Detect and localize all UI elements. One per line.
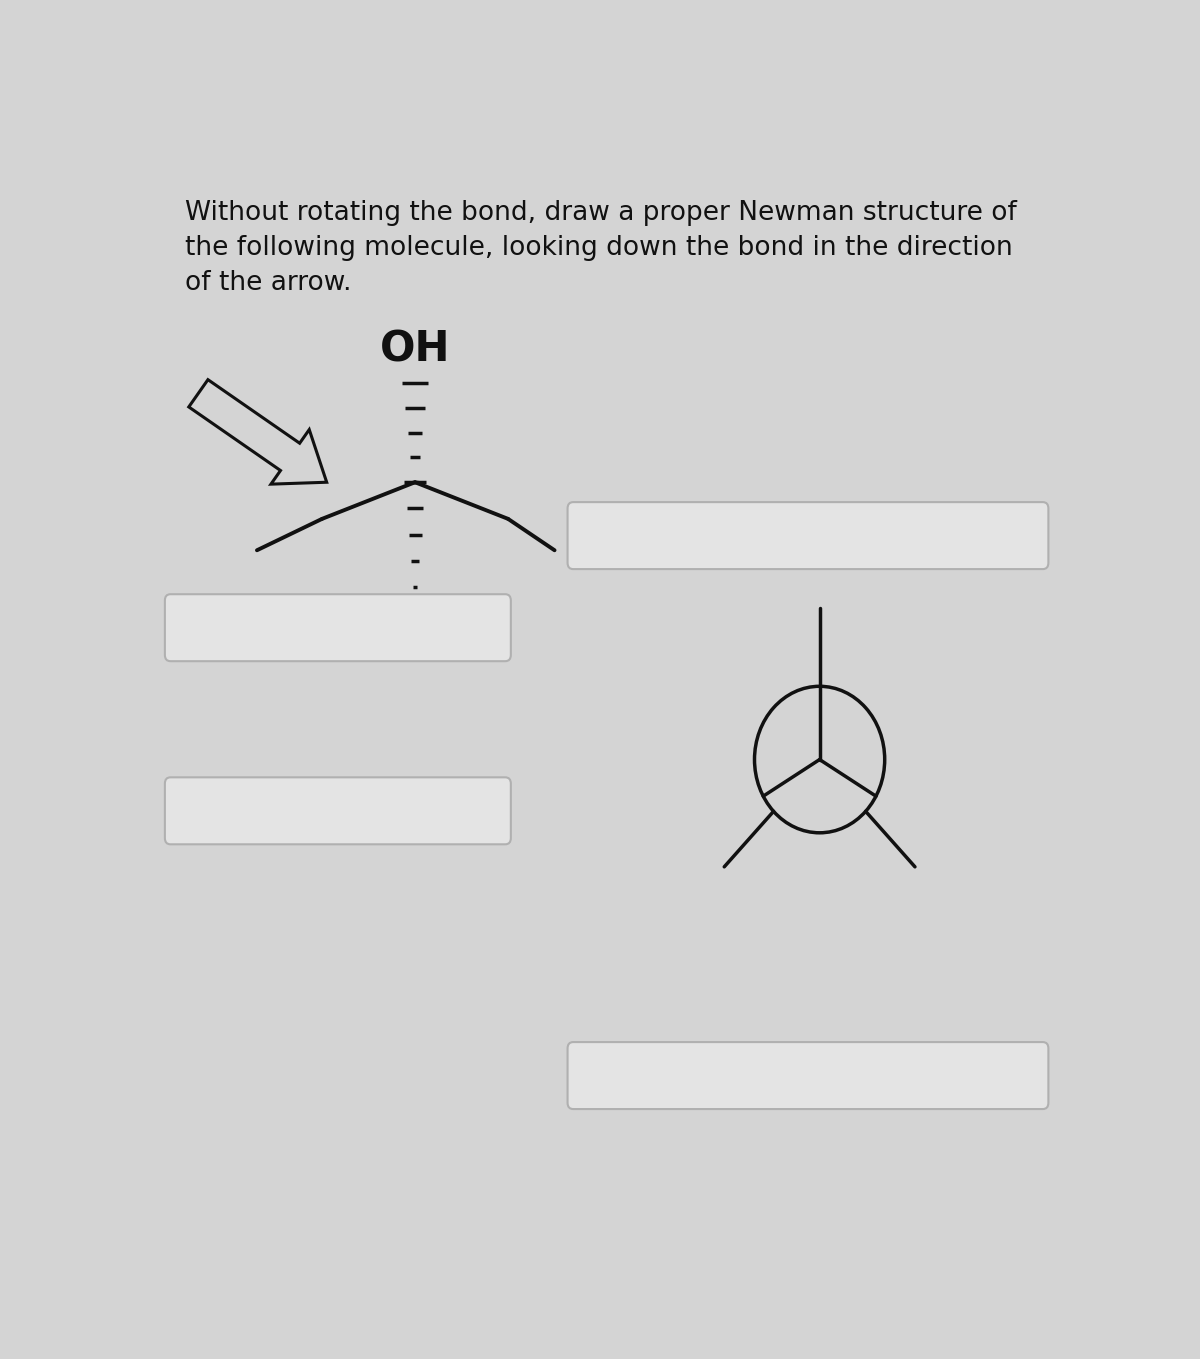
Text: OH: OH xyxy=(379,329,450,370)
Text: ◆: ◆ xyxy=(475,618,488,637)
Text: Br: Br xyxy=(389,602,442,644)
Text: [ Select ]: [ Select ] xyxy=(191,616,298,640)
Text: ◆: ◆ xyxy=(475,802,488,819)
Text: [ Select ]: [ Select ] xyxy=(594,1064,700,1087)
Text: [ Select ]: [ Select ] xyxy=(191,799,298,822)
Text: ◆: ◆ xyxy=(1012,1067,1026,1084)
FancyBboxPatch shape xyxy=(164,777,511,844)
Text: ◆: ◆ xyxy=(1012,526,1026,545)
FancyBboxPatch shape xyxy=(164,594,511,662)
FancyBboxPatch shape xyxy=(568,1042,1049,1109)
FancyBboxPatch shape xyxy=(568,501,1049,569)
Text: [ Select ]: [ Select ] xyxy=(594,523,700,548)
Text: Without rotating the bond, draw a proper Newman structure of
the following molec: Without rotating the bond, draw a proper… xyxy=(185,200,1018,296)
